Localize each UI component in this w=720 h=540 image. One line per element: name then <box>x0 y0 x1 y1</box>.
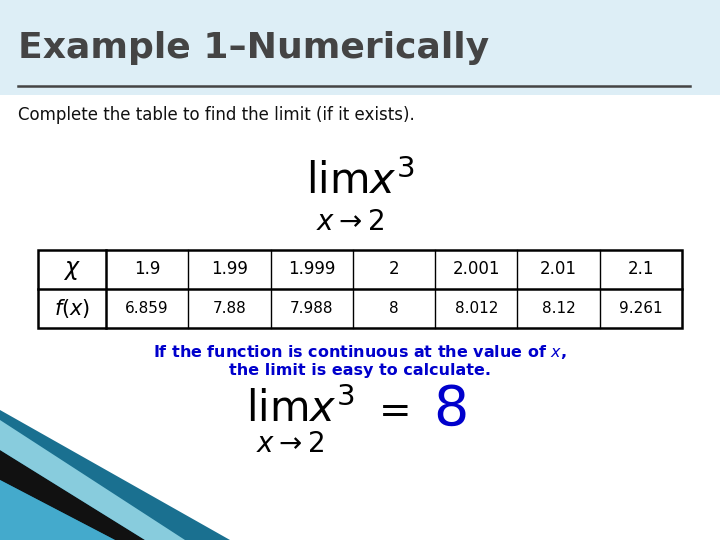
Text: 1.999: 1.999 <box>288 260 336 279</box>
Polygon shape <box>0 480 115 540</box>
Text: 1.9: 1.9 <box>134 260 161 279</box>
Text: 1.99: 1.99 <box>211 260 248 279</box>
Text: $f(x)$: $f(x)$ <box>54 297 90 320</box>
Text: 6.859: 6.859 <box>125 301 169 316</box>
Polygon shape <box>0 410 230 540</box>
Text: $\chi$: $\chi$ <box>63 258 81 281</box>
Text: 8.12: 8.12 <box>541 301 575 316</box>
Text: 8.012: 8.012 <box>454 301 498 316</box>
Text: $x\rightarrow 2$: $x\rightarrow 2$ <box>316 208 384 235</box>
Text: If the function is continuous at the value of $\it{x}$,: If the function is continuous at the val… <box>153 343 567 361</box>
Text: Example 1–Numerically: Example 1–Numerically <box>18 31 489 65</box>
Bar <box>0 0 720 95</box>
Text: 7.88: 7.88 <box>212 301 246 316</box>
Polygon shape <box>0 450 145 540</box>
Text: Complete the table to find the limit (if it exists).: Complete the table to find the limit (if… <box>18 106 415 124</box>
Text: 2: 2 <box>389 260 400 279</box>
Text: 8: 8 <box>390 301 399 316</box>
Text: 2.01: 2.01 <box>540 260 577 279</box>
Text: $=$: $=$ <box>371 391 409 429</box>
Text: 9.261: 9.261 <box>619 301 662 316</box>
Text: $\lim x^3$: $\lim x^3$ <box>306 161 414 203</box>
Bar <box>38 250 682 328</box>
Text: 2.1: 2.1 <box>628 260 654 279</box>
Text: 2.001: 2.001 <box>453 260 500 279</box>
Text: $x\rightarrow 2$: $x\rightarrow 2$ <box>256 431 324 458</box>
Text: $8$: $8$ <box>433 383 467 437</box>
Text: $\lim x^3$: $\lim x^3$ <box>246 389 354 431</box>
Text: 7.988: 7.988 <box>290 301 333 316</box>
Polygon shape <box>0 420 185 540</box>
Text: the limit is easy to calculate.: the limit is easy to calculate. <box>229 362 491 377</box>
